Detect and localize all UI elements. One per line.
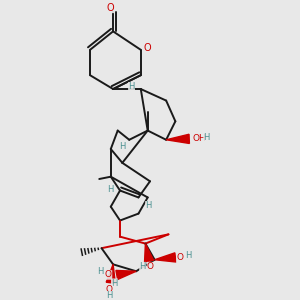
- Text: H: H: [185, 250, 191, 260]
- Polygon shape: [145, 244, 154, 262]
- Text: H: H: [140, 262, 146, 271]
- Text: O: O: [147, 262, 154, 271]
- Text: H: H: [128, 82, 135, 91]
- Text: O: O: [106, 285, 113, 294]
- Text: O: O: [107, 3, 115, 13]
- Text: H: H: [204, 133, 210, 142]
- Text: H: H: [111, 279, 118, 288]
- Polygon shape: [154, 253, 176, 262]
- Text: O: O: [176, 253, 184, 262]
- Text: H: H: [119, 142, 125, 151]
- Text: OH: OH: [193, 134, 207, 143]
- Text: O: O: [144, 43, 152, 52]
- Text: H: H: [146, 201, 152, 210]
- Polygon shape: [106, 264, 116, 284]
- Polygon shape: [166, 134, 189, 143]
- Polygon shape: [116, 270, 136, 280]
- Text: H: H: [98, 267, 104, 276]
- Text: O: O: [105, 270, 112, 279]
- Text: H: H: [106, 291, 112, 300]
- Text: H: H: [108, 184, 114, 194]
